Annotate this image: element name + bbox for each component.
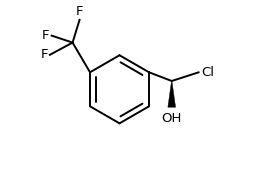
Text: F: F <box>42 29 49 42</box>
Polygon shape <box>168 81 176 107</box>
Text: Cl: Cl <box>201 66 214 79</box>
Text: F: F <box>40 48 48 61</box>
Text: F: F <box>76 5 83 18</box>
Text: OH: OH <box>161 112 182 125</box>
